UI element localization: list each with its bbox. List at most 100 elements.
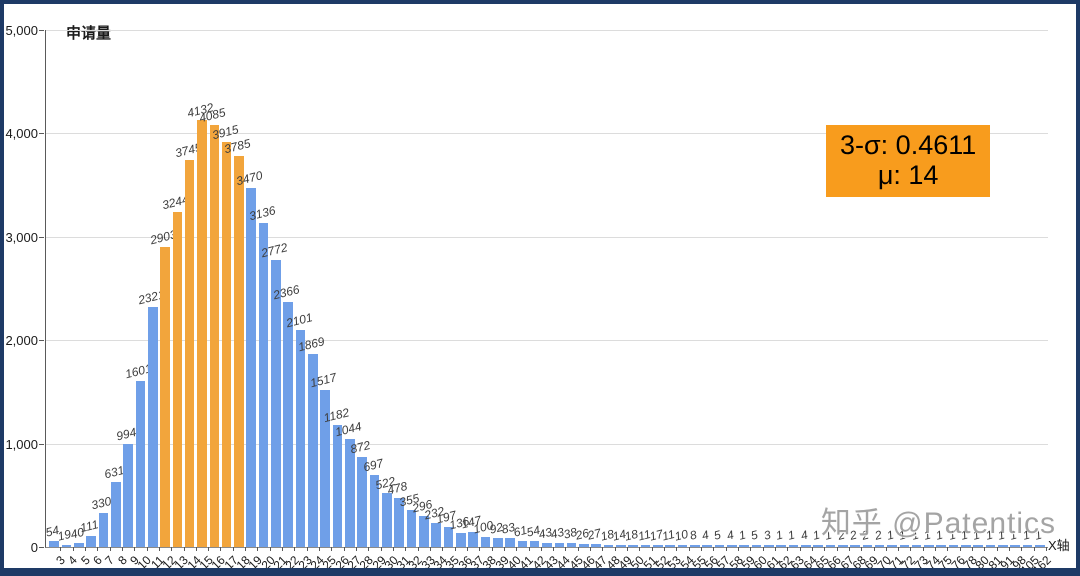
- bar: [973, 545, 984, 547]
- x-tick-mark: [602, 547, 604, 551]
- bar: [468, 531, 478, 547]
- bar: [455, 532, 466, 547]
- bar: [714, 545, 725, 547]
- y-tick-mark: [39, 236, 44, 238]
- x-tick-mark: [183, 547, 185, 551]
- x-tick-mark: [171, 547, 173, 551]
- bar-highlighted: [209, 124, 220, 547]
- y-tick-label: 3,000: [5, 229, 38, 245]
- x-tick-mark: [676, 547, 678, 551]
- x-tick-label: 4: [65, 553, 81, 568]
- bar: [308, 353, 318, 547]
- x-tick-mark: [565, 547, 567, 551]
- bar: [751, 545, 762, 547]
- y-tick-mark: [39, 340, 44, 342]
- bar-value-label: 3: [762, 527, 773, 543]
- x-tick-mark: [516, 547, 518, 551]
- bar-highlighted: [197, 119, 207, 547]
- x-tick-mark: [269, 547, 271, 551]
- bar: [653, 545, 663, 547]
- bar: [258, 222, 269, 547]
- bar: [246, 188, 257, 547]
- bar: [431, 523, 441, 547]
- x-tick-mark: [392, 547, 394, 551]
- x-tick-mark: [134, 547, 136, 551]
- bar: [813, 545, 823, 547]
- bar-value-label: 8: [688, 527, 699, 543]
- x-tick-mark: [959, 547, 961, 551]
- bar-value-label: 330: [90, 493, 114, 513]
- bar: [788, 545, 799, 547]
- x-tick-mark: [947, 547, 949, 551]
- bar: [1010, 545, 1020, 547]
- x-tick-mark: [713, 547, 715, 551]
- x-tick-mark: [1009, 547, 1011, 551]
- y-tick-label: 5,000: [5, 23, 38, 38]
- bar-value-label: 1: [774, 527, 785, 543]
- bar: [505, 538, 515, 547]
- x-tick-mark: [306, 547, 308, 551]
- y-tick-mark: [39, 133, 44, 135]
- bar: [320, 390, 331, 547]
- x-tick-mark: [232, 547, 234, 551]
- bar: [369, 474, 380, 547]
- y-tick-label: 2,000: [5, 333, 38, 349]
- gridline: [46, 30, 1048, 31]
- x-tick-mark: [737, 547, 739, 551]
- y-tick-mark: [39, 443, 44, 445]
- bar-value-label: 631: [102, 462, 126, 482]
- bar: [98, 512, 109, 547]
- bar: [985, 545, 996, 547]
- bar-value-label: 1: [737, 527, 748, 543]
- x-tick-mark: [910, 547, 912, 551]
- plot-area: 54 3 19 4 40 5 111 6 330 7 631 8 994 9 1601 10 2321 11 290…: [44, 30, 1054, 568]
- bar: [1035, 545, 1045, 547]
- x-tick-mark: [824, 547, 826, 551]
- bar: [825, 545, 836, 547]
- bar: [800, 545, 811, 547]
- bar: [135, 381, 146, 547]
- bar: [406, 510, 417, 547]
- x-tick-mark: [861, 547, 863, 551]
- gridline: [46, 133, 1048, 135]
- bar: [295, 329, 306, 547]
- bar: [271, 260, 281, 547]
- x-tick-mark: [725, 547, 727, 551]
- x-tick-mark: [787, 547, 789, 551]
- x-tick-mark: [984, 547, 986, 551]
- bar-value-label: 4: [725, 527, 736, 543]
- x-tick-mark: [898, 547, 900, 551]
- bar: [727, 545, 737, 547]
- bar: [862, 545, 873, 547]
- bar: [579, 544, 589, 547]
- bar-highlighted: [221, 142, 232, 547]
- x-tick-mark: [257, 547, 259, 551]
- bar: [739, 545, 749, 547]
- x-tick-mark: [442, 547, 444, 551]
- bar: [616, 545, 626, 547]
- x-tick-mark: [491, 547, 493, 551]
- y-tick-label: 1,000: [5, 436, 38, 452]
- bar: [517, 540, 528, 547]
- bar-highlighted: [184, 159, 195, 547]
- bar: [837, 545, 848, 547]
- bar: [123, 444, 133, 547]
- bar: [110, 481, 121, 547]
- bar: [591, 544, 602, 547]
- bar: [690, 545, 700, 547]
- x-tick-mark: [614, 547, 616, 551]
- bar-value-label: 1: [811, 527, 822, 543]
- stats-annotation-box: 3-σ: 0.4611 μ: 14: [826, 125, 991, 198]
- x-tick-label: 5: [78, 553, 93, 568]
- x-tick-mark: [121, 547, 123, 551]
- bar: [603, 545, 614, 547]
- bar: [924, 545, 934, 547]
- x-tick-mark: [282, 547, 284, 551]
- gridline: [46, 236, 1048, 238]
- bar: [357, 456, 367, 547]
- bar: [776, 545, 786, 547]
- bar: [899, 545, 910, 547]
- bar: [1022, 545, 1033, 547]
- bar: [566, 543, 577, 547]
- bar-value-label: 10: [672, 526, 689, 544]
